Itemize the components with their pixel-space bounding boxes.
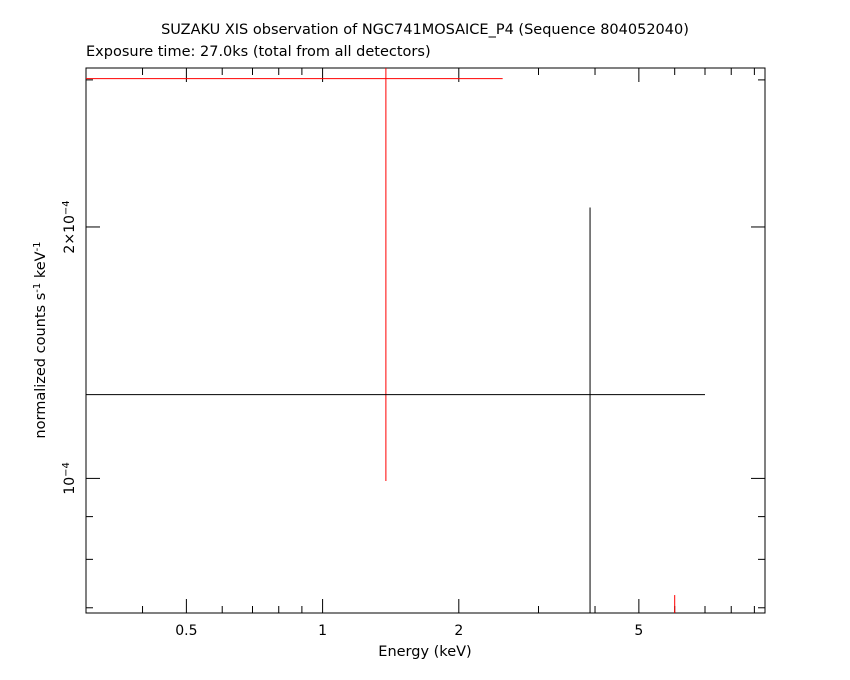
y-axis-label: normalized counts s-1 keV-1 [32, 241, 50, 438]
y-tick-exponent: −4 [61, 200, 72, 215]
y-label-sup1: -1 [32, 283, 43, 293]
x-tick-label: 1 [318, 623, 327, 639]
plot-frame [85, 67, 766, 614]
tick-marks [85, 68, 765, 613]
y-label-base: normalized counts s [33, 293, 49, 439]
chart-title: SUZAKU XIS observation of NGC741MOSAICE_… [161, 22, 689, 38]
y-label-sup2: -1 [32, 241, 43, 251]
x-tick-label: 5 [634, 623, 643, 639]
x-tick-label: 0.5 [175, 623, 197, 639]
y-label-mid: keV [33, 251, 49, 282]
chart-subtitle: Exposure time: 27.0ks (total from all de… [86, 44, 431, 60]
y-tick-exponent: −4 [61, 462, 72, 477]
y-tick-label: 2×10−4 [61, 200, 79, 253]
data-layer [86, 68, 705, 613]
x-axis-label: Energy (keV) [378, 644, 471, 660]
y-tick-label: 10−4 [61, 462, 79, 495]
tick-labels: 0.5 1 2 5 10−4 2×10−4 [61, 200, 644, 639]
x-tick-label: 2 [454, 623, 463, 639]
